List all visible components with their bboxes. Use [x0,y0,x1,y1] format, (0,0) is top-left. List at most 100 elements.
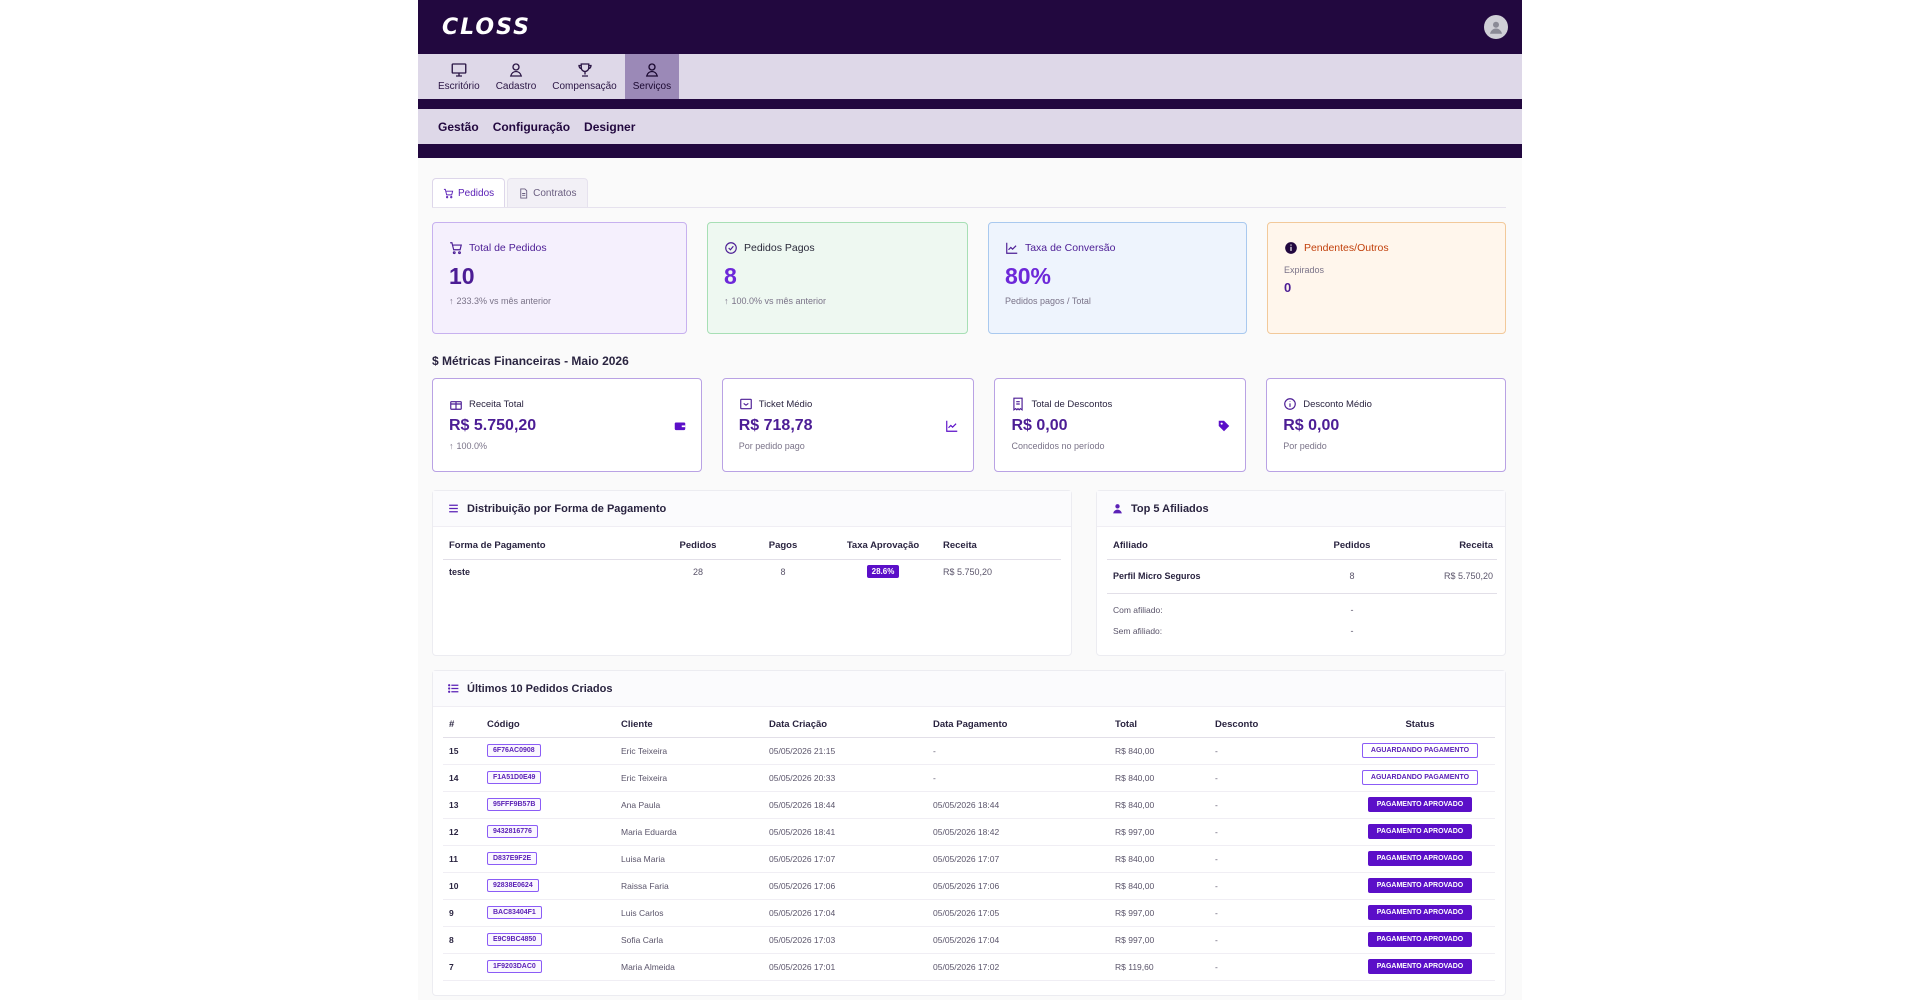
order-created: 05/05/2026 17:04 [769,899,933,927]
kpi-note: Pedidos pagos / Total [1004,296,1091,306]
order-client: Raissa Faria [621,872,769,900]
tab-bar: Pedidos Contratos [432,178,1506,208]
column-header[interactable]: # [443,713,487,738]
table-row[interactable]: 15 6F76AC0908 Eric Teixeira 05/05/2026 21:1… [443,737,1495,765]
order-created: 05/05/2026 18:41 [769,818,933,846]
order-created: 05/05/2026 20:33 [769,764,933,792]
order-created: 05/05/2026 17:07 [769,845,933,873]
kpi-title: Taxa de Conversão [1024,242,1116,254]
arrow-up-icon: ↑ [449,441,454,451]
order-paid: 05/05/2026 17:04 [933,926,1115,954]
payment-method: teste [449,566,471,577]
column-header[interactable]: Desconto [1215,713,1345,738]
table-row[interactable]: 14 F1A51D0E49 Eric Teixeira 05/05/2026 20:3… [443,764,1495,792]
module-servicos[interactable]: Serviços [624,54,680,99]
tab-contratos[interactable]: Contratos [507,178,588,207]
affiliate-revenue: R$ 5.750,20 [1443,571,1493,581]
order-id: 14 [443,764,487,792]
app-logo[interactable]: CLOSS [442,14,531,40]
user-icon [1113,504,1122,514]
tab-label: Pedidos [458,187,495,199]
order-code-badge[interactable]: 92838E0624 [487,879,539,892]
status-badge: AGUARDANDO PAGAMENTO [1361,743,1479,758]
main-content: Pedidos Contratos Total de Pedidos 10 ↑ 2… [418,158,1522,996]
column-header[interactable]: Código [487,713,621,738]
cart-icon [450,242,462,255]
module-escritorio[interactable]: Escritório [430,54,488,99]
order-code-badge[interactable]: 6F76AC0908 [487,744,541,757]
order-code-badge[interactable]: F1A51D0E49 [487,771,542,784]
column-header[interactable]: Pagos [743,533,823,560]
order-total: R$ 997,00 [1115,926,1215,954]
order-code-badge[interactable]: 95FFF9B57B [487,798,542,811]
order-total: R$ 840,00 [1115,737,1215,765]
subnav-designer[interactable]: Designer [584,119,636,134]
kpi-label: Expirados [1283,265,1324,275]
order-code-badge[interactable]: D837E9F2E [487,852,538,865]
column-header[interactable]: Afiliado [1107,533,1307,560]
subnav-gestao[interactable]: Gestão [438,119,479,134]
order-code-badge[interactable]: BAC83404F1 [487,906,542,919]
column-header[interactable]: Data Pagamento [933,713,1115,738]
fin-revenue: Receita Total R$ 5.750,20 ↑ 100.0% [432,378,702,472]
without-affiliate-label: Sem afiliado: [1113,625,1163,636]
order-code-badge[interactable]: 9432816776 [487,825,538,838]
column-header[interactable]: Taxa Aprovação [823,533,943,560]
column-header[interactable]: Data Criação [769,713,933,738]
user-avatar[interactable] [1484,15,1508,39]
table-row[interactable]: 11 D837E9F2E Luisa Maria 05/05/2026 17:07 05… [443,845,1495,873]
order-paid: - [933,737,1115,765]
order-total: R$ 840,00 [1115,791,1215,819]
column-header[interactable]: Receita [1397,533,1497,560]
column-header[interactable]: Receita [943,533,1061,560]
column-header[interactable]: Forma de Pagamento [443,533,653,560]
affiliates-table: Afiliado Pedidos Receita Perfil Micro Se… [1107,533,1497,643]
module-label: Cadastro [495,81,537,92]
kpi-note: 100.0% vs mês anterior [731,296,827,306]
column-header[interactable]: Total [1115,713,1215,738]
tab-pedidos[interactable]: Pedidos [432,178,506,207]
approval-rate-badge: 28.6% [866,565,900,579]
order-id: 13 [443,791,487,819]
module-compensacao[interactable]: Compensação [544,54,624,99]
column-header[interactable]: Pedidos [653,533,743,560]
cart-icon [443,188,454,198]
status-badge: AGUARDANDO PAGAMENTO [1361,770,1479,785]
order-id: 9 [443,899,487,927]
kpi-note: 233.3% vs mês anterior [456,296,552,306]
payment-paid: 8 [780,566,786,577]
module-nav: Escritório Cadastro Compensação Serviços [418,54,1522,99]
recent-orders-panel: Últimos 10 Pedidos Criados # Código Clie… [432,670,1506,996]
table-row[interactable]: 10 92838E0624 Raissa Faria 05/05/2026 17:06… [443,872,1495,900]
kpi-paid-orders: Pedidos Pagos 8 ↑ 100.0% vs mês anterior [707,222,968,334]
tag-icon [1218,420,1230,432]
order-code-badge[interactable]: E9C9BC4850 [487,933,543,946]
status-badge: PAGAMENTO APROVADO [1367,851,1473,866]
order-code-badge[interactable]: 1F9203DAC0 [487,960,542,973]
order-discount: - [1215,818,1345,846]
sub-nav: Gestão Configuração Designer [418,109,1522,144]
status-badge: PAGAMENTO APROVADO [1367,905,1473,920]
fin-value: R$ 5.750,20 [449,417,537,434]
subnav-configuracao[interactable]: Configuração [492,119,571,134]
table-row[interactable]: 13 95FFF9B57B Ana Paula 05/05/2026 18:44 05/… [443,791,1495,819]
wallet-icon [674,422,685,431]
table-row[interactable]: 9 BAC83404F1 Luis Carlos 05/05/2026 17:04 05… [443,899,1495,927]
module-cadastro[interactable]: Cadastro [488,54,545,99]
order-client: Maria Eduarda [621,818,769,846]
table-row[interactable]: 8 E9C9BC4850 Sofia Carla 05/05/2026 17:03 05… [443,926,1495,954]
column-header[interactable]: Pedidos [1307,533,1397,560]
without-affiliate-row: Sem afiliado: - [1107,618,1497,643]
order-id: 12 [443,818,487,846]
order-discount: - [1215,953,1345,981]
column-header[interactable]: Cliente [621,713,769,738]
kpi-value: 10 [449,263,475,289]
fin-note: 100.0% [456,441,488,451]
info-icon [1285,242,1297,254]
kpi-title: Total de Pedidos [469,242,547,254]
table-row[interactable]: 12 9432816776 Maria Eduarda 05/05/2026 18:4… [443,818,1495,846]
order-id: 11 [443,845,487,873]
table-row: Perfil Micro Seguros 8 R$ 5.750,20 [1107,559,1497,593]
column-header[interactable]: Status [1345,713,1495,738]
table-row[interactable]: 7 1F9203DAC0 Maria Almeida 05/05/2026 17:01… [443,953,1495,981]
